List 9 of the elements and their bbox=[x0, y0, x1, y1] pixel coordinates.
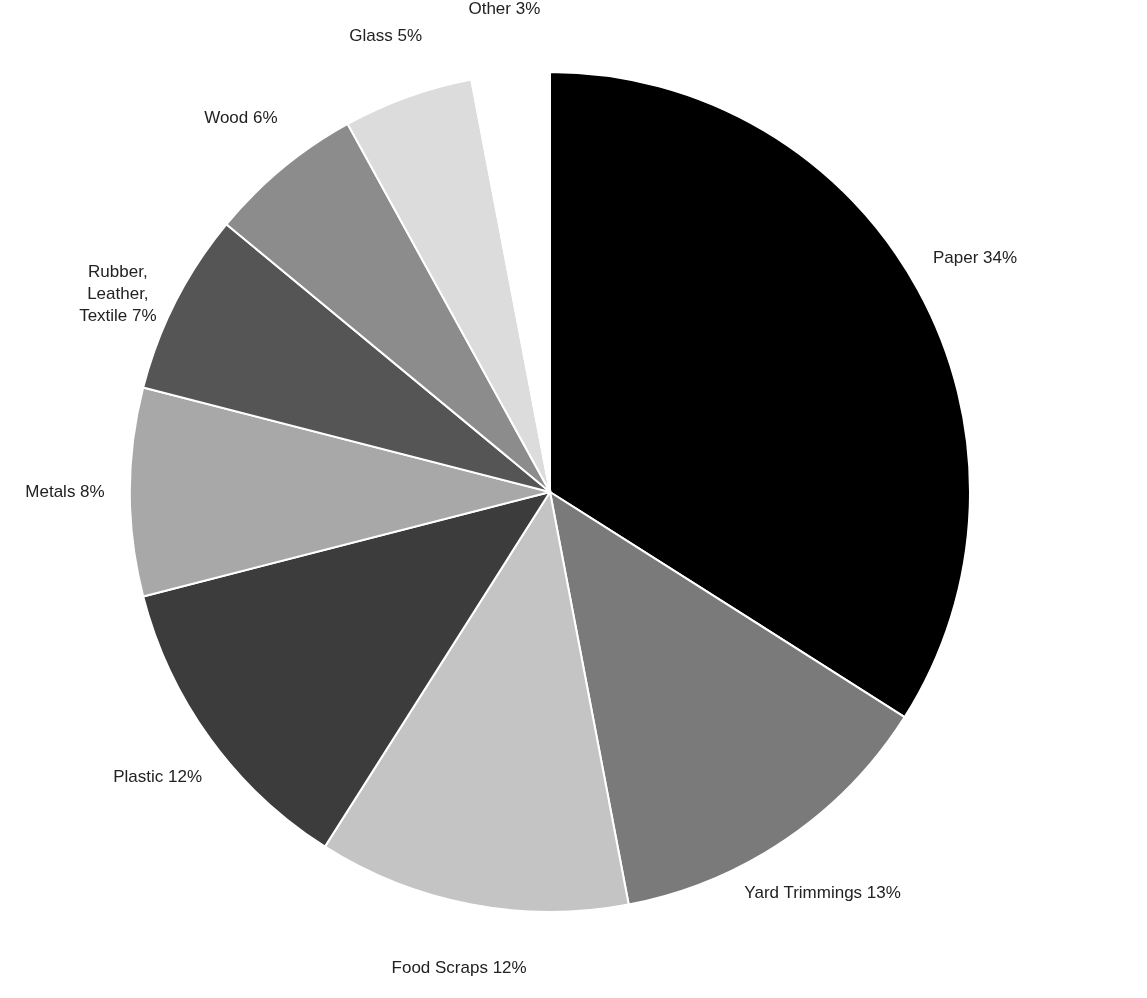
slice-label: Glass 5% bbox=[349, 25, 423, 45]
slice-label: Plastic 12% bbox=[113, 767, 203, 787]
slice-label: Wood 6% bbox=[204, 108, 278, 128]
slice-label: Yard Trimmings 13% bbox=[744, 883, 901, 903]
slice-label: Metals 8% bbox=[25, 482, 105, 501]
slice-label: Food Scraps 12% bbox=[391, 958, 527, 978]
slice-label: Rubber, Leather, Textile 7% bbox=[79, 261, 157, 325]
slice-label: Other 3% bbox=[468, 0, 541, 19]
slice-label: Paper 34% bbox=[932, 248, 1018, 268]
